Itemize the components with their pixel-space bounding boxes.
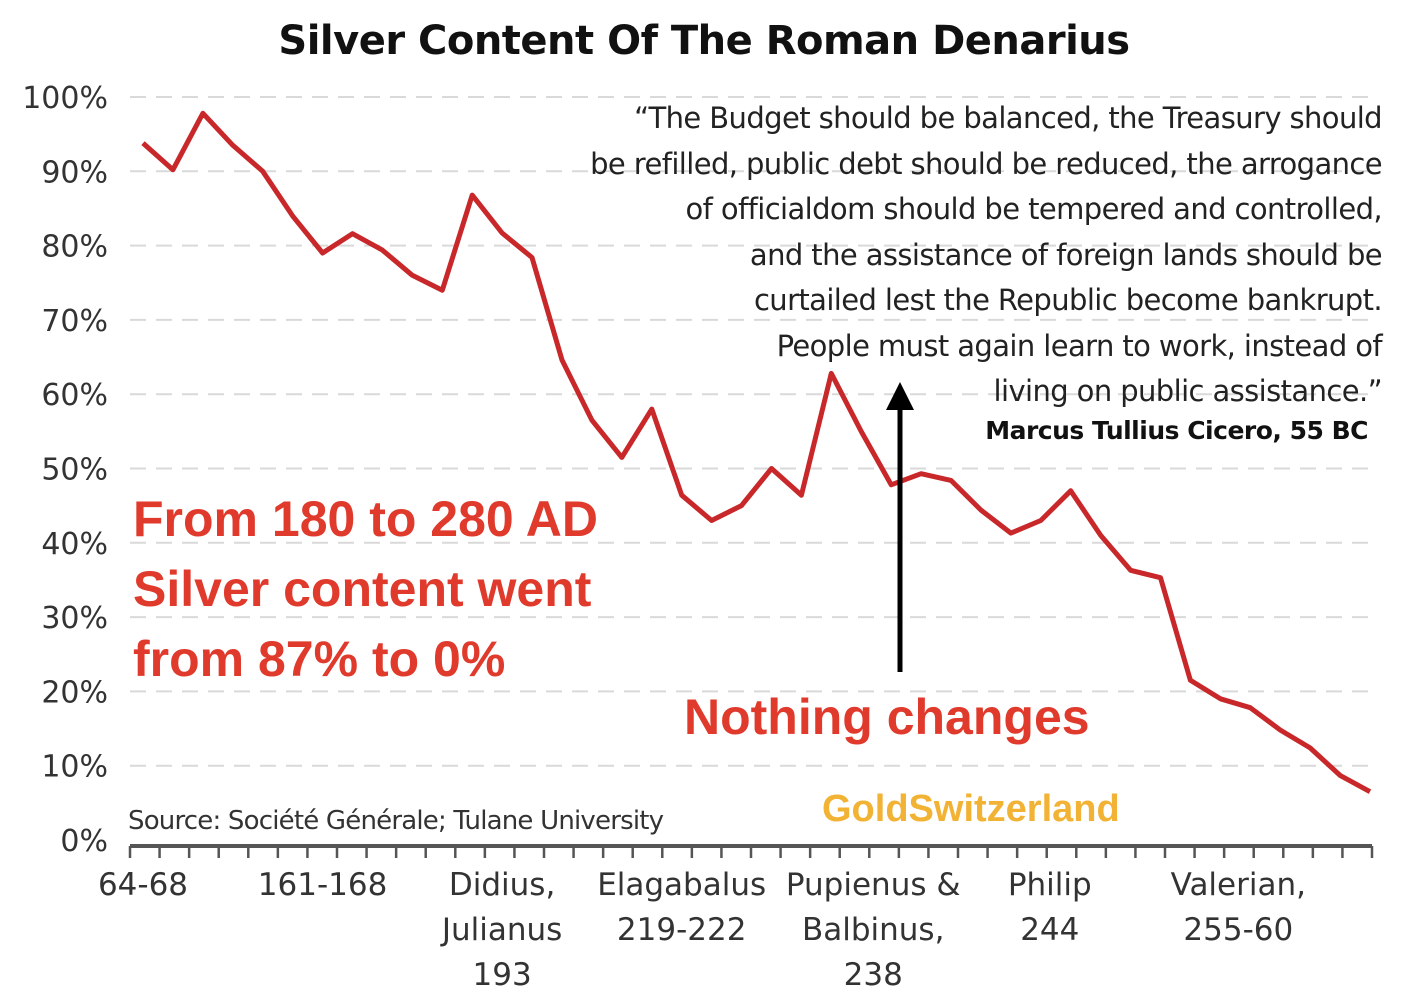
y-tick-label: 80% xyxy=(41,230,108,265)
x-tick-label: 193 xyxy=(473,957,532,993)
nothing-changes-annotation: Nothing changes xyxy=(684,689,1090,745)
y-tick-label: 60% xyxy=(41,378,108,413)
x-tick-label: Julianus xyxy=(440,912,562,948)
quote-line: living on public assistance.” xyxy=(993,374,1383,408)
cicero-quote: “The Budget should be balanced, the Trea… xyxy=(482,96,1382,415)
y-tick-label: 20% xyxy=(41,675,108,710)
y-tick-label: 70% xyxy=(41,304,108,339)
brand-watermark: GoldSwitzerland xyxy=(822,788,1120,830)
x-tick-label: 161-168 xyxy=(258,867,388,903)
quote-line: of officialdom should be tempered and co… xyxy=(685,192,1383,226)
decline-annotation-line: from 87% to 0% xyxy=(133,631,506,687)
arrow-head-icon xyxy=(886,382,914,410)
decline-annotation-line: From 180 to 280 AD xyxy=(133,491,598,547)
chart-title: Silver Content Of The Roman Denarius xyxy=(278,18,1130,64)
quote-line: “The Budget should be balanced, the Trea… xyxy=(634,101,1383,135)
y-tick-label: 100% xyxy=(22,81,108,116)
y-tick-label: 30% xyxy=(41,601,108,636)
quote-line: curtailed lest the Republic become bankr… xyxy=(753,283,1383,317)
quote-line: and the assistance of foreign lands shou… xyxy=(749,237,1383,272)
y-tick-label: 90% xyxy=(41,155,108,190)
y-tick-label: 40% xyxy=(41,527,108,562)
x-tick-label: 255-60 xyxy=(1183,912,1293,948)
x-tick-label: Didius, xyxy=(449,867,555,903)
x-tick-label: 244 xyxy=(1020,912,1079,948)
quote-line: be refilled, public debt should be reduc… xyxy=(590,146,1382,181)
y-tick-label: 50% xyxy=(41,453,108,488)
silver-content-line xyxy=(141,110,1372,794)
source-note: Source: Société Générale; Tulane Univers… xyxy=(128,806,664,836)
x-tick-label: Philip xyxy=(1008,867,1092,903)
decline-annotation: From 180 to 280 AD Silver content went f… xyxy=(133,484,598,694)
decline-annotation-line: Silver content went xyxy=(133,561,592,617)
y-tick-label: 10% xyxy=(41,750,108,785)
x-tick-label: 219-222 xyxy=(617,912,747,948)
x-tick-label: Elagabalus xyxy=(597,867,766,903)
quote-author: Marcus Tullius Cicero, 55 BC xyxy=(985,416,1368,445)
quote-line: People must again learn to work, instead… xyxy=(776,328,1383,363)
y-tick-label: 0% xyxy=(60,824,108,859)
x-tick-label: Valerian, xyxy=(1171,867,1306,903)
x-tick-label: Balbinus, xyxy=(802,912,944,948)
x-tick-label: Pupienus & xyxy=(786,867,961,903)
x-tick-label: 238 xyxy=(844,957,903,993)
x-tick-label: 64-68 xyxy=(98,867,188,903)
